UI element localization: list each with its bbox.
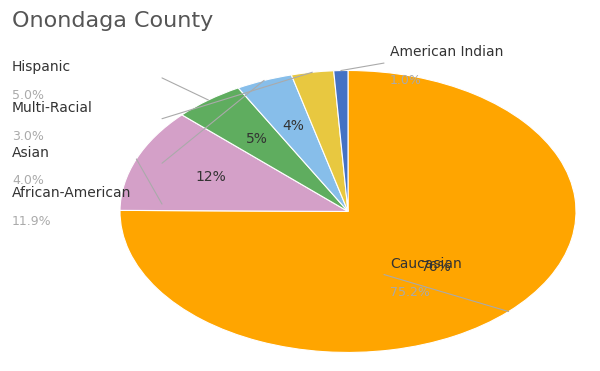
Wedge shape (120, 70, 576, 352)
Text: Multi-Racial: Multi-Racial (12, 101, 93, 115)
Text: 11.9%: 11.9% (12, 215, 52, 228)
Text: American Indian: American Indian (390, 45, 503, 59)
Text: 5%: 5% (247, 132, 268, 146)
Text: 1.0%: 1.0% (390, 74, 422, 87)
Text: Hispanic: Hispanic (12, 60, 71, 74)
Text: Caucasian: Caucasian (390, 257, 462, 271)
Text: Onondaga County: Onondaga County (12, 11, 213, 31)
Wedge shape (334, 70, 348, 211)
Wedge shape (292, 71, 348, 211)
Text: Asian: Asian (12, 145, 50, 160)
Wedge shape (238, 75, 348, 211)
Text: 75.2%: 75.2% (390, 286, 430, 299)
Text: 76%: 76% (421, 259, 452, 273)
Text: 3.0%: 3.0% (12, 130, 44, 143)
Text: 12%: 12% (195, 170, 226, 184)
Wedge shape (120, 115, 348, 211)
Text: 4%: 4% (283, 119, 304, 133)
Text: African-American: African-American (12, 186, 131, 200)
Text: 4.0%: 4.0% (12, 174, 44, 187)
Wedge shape (182, 88, 348, 211)
Text: 5.0%: 5.0% (12, 89, 44, 102)
